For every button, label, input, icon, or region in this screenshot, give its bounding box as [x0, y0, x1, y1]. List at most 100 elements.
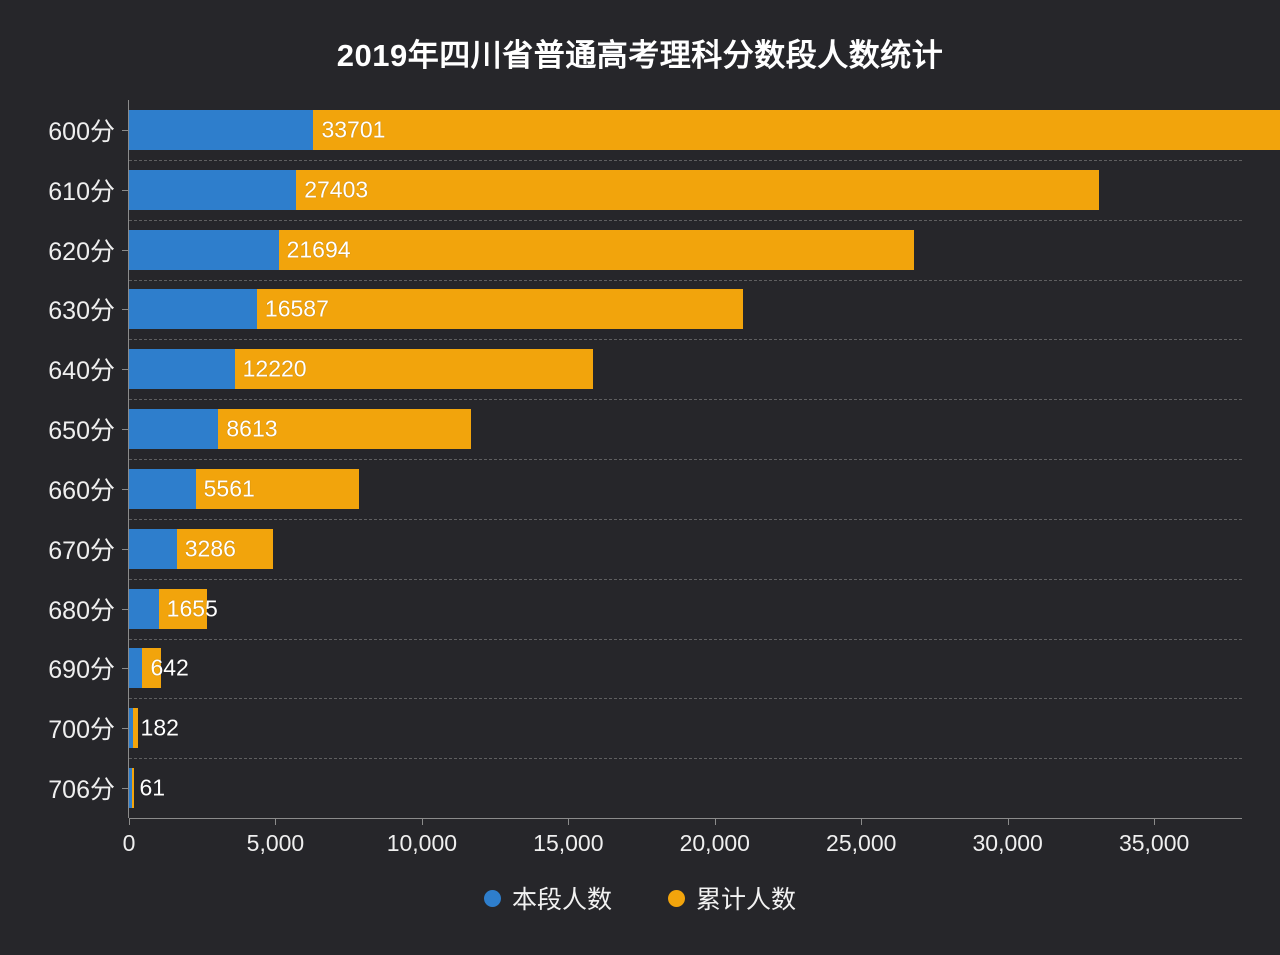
legend-label: 累计人数 — [696, 886, 797, 914]
x-axis-tick — [421, 818, 423, 825]
bar-row[interactable]: 182 — [129, 698, 1242, 758]
y-axis-label: 630分 — [48, 297, 115, 326]
bar-segment-count[interactable] — [129, 468, 196, 509]
x-axis-label: 35,000 — [1118, 830, 1190, 856]
gridline — [129, 339, 1242, 341]
gridline — [129, 518, 1242, 520]
bar-row[interactable]: 3286 — [129, 519, 1242, 579]
bar-stack[interactable] — [129, 588, 208, 629]
gridline — [129, 219, 1242, 221]
bar-cumulative-count[interactable] — [142, 648, 162, 689]
y-axis-label: 700分 — [48, 716, 115, 745]
bar-segment-count[interactable] — [129, 409, 219, 450]
bar-cumulative-count[interactable] — [132, 708, 138, 749]
bar-cumulative-count[interactable] — [278, 229, 914, 270]
bar-row[interactable]: 21694 — [129, 220, 1242, 280]
y-axis-tick — [122, 189, 129, 191]
y-axis-tick — [122, 369, 129, 371]
y-axis-tick — [122, 429, 129, 431]
bar-row[interactable]: 8613 — [129, 399, 1242, 459]
bar-cumulative-count[interactable] — [131, 768, 134, 809]
bar-cumulative-count[interactable] — [313, 109, 1280, 150]
x-axis-tick — [1154, 818, 1156, 825]
bar-segment-count[interactable] — [129, 648, 143, 689]
x-axis-tick — [1007, 818, 1009, 825]
bar-value-label: 182 — [140, 714, 179, 741]
y-axis-tick — [122, 548, 129, 550]
y-axis-label: 706分 — [48, 776, 115, 805]
y-axis-label: 610分 — [48, 177, 115, 206]
bar-cumulative-count[interactable] — [218, 409, 471, 450]
x-axis-label: 15,000 — [533, 830, 604, 856]
x-axis-label: 25,000 — [826, 830, 897, 856]
bar-segment-count[interactable] — [129, 768, 132, 809]
bar-stack[interactable] — [129, 528, 273, 569]
bar-stack[interactable] — [129, 109, 1280, 150]
y-axis-label: 680分 — [48, 596, 115, 625]
x-axis-label: 10,000 — [386, 830, 458, 856]
bar-row[interactable]: 33701 — [129, 100, 1280, 160]
bar-value-label: 61 — [139, 774, 166, 801]
bar-cumulative-count[interactable] — [176, 528, 273, 569]
bar-row[interactable]: 5561 — [129, 459, 1242, 519]
y-axis-label: 640分 — [48, 357, 115, 386]
bar-stack[interactable] — [129, 768, 134, 809]
bar-segment-count[interactable] — [129, 109, 314, 150]
bar-segment-count[interactable] — [129, 169, 297, 210]
bar-segment-count[interactable] — [129, 708, 133, 749]
bar-stack[interactable] — [129, 349, 593, 390]
bar-stack[interactable] — [129, 169, 1099, 210]
x-axis-tick — [275, 818, 277, 825]
bar-row[interactable]: 1655 — [129, 579, 1242, 639]
y-axis-label: 600分 — [48, 117, 115, 146]
bar-row[interactable]: 61 — [129, 758, 1242, 818]
bar-row[interactable]: 642 — [129, 639, 1242, 699]
legend-label: 本段人数 — [511, 886, 612, 914]
bar-stack[interactable] — [129, 648, 162, 689]
bar-segment-count[interactable] — [129, 289, 257, 330]
x-axis: 0 5,000 10,000 15,000 20,000 25,000 30,000 35,0… — [123, 818, 1242, 866]
y-axis-tick — [122, 728, 129, 730]
gridline — [129, 459, 1242, 460]
bar-segment-count[interactable] — [129, 588, 159, 629]
bar-stack[interactable] — [129, 708, 138, 749]
x-axis-tick — [129, 818, 130, 825]
y-axis: 600分 610分 620分 630分 640分 650分 660分 670分 680分 690分… — [0, 100, 129, 818]
bar-stack[interactable] — [129, 409, 471, 450]
y-axis-label: 670分 — [48, 536, 115, 565]
gridline — [129, 578, 1242, 580]
y-axis-label: 690分 — [48, 656, 115, 685]
bar-stack[interactable] — [129, 229, 914, 270]
x-axis-tick — [714, 818, 716, 825]
bar-row[interactable]: 12220 — [129, 339, 1242, 399]
chart-legend: 本段人数 累计人数 — [0, 880, 1280, 916]
bar-segment-count[interactable] — [129, 349, 235, 390]
y-axis-tick — [122, 129, 129, 131]
legend-item-segment[interactable]: 本段人数 — [483, 880, 612, 916]
y-axis-tick — [122, 788, 129, 790]
y-axis-line — [128, 100, 129, 818]
bar-segment-count[interactable] — [129, 528, 177, 569]
bar-row[interactable]: 27403 — [129, 160, 1242, 220]
y-axis-tick — [122, 488, 129, 490]
x-axis-line — [129, 818, 1242, 819]
legend-item-cumulative[interactable]: 累计人数 — [668, 880, 796, 916]
bar-row[interactable]: 16587 — [129, 280, 1242, 340]
bar-cumulative-count[interactable] — [296, 169, 1099, 210]
bar-cumulative-count[interactable] — [158, 588, 208, 629]
bar-stack[interactable] — [129, 468, 359, 509]
circle-dot-icon — [483, 889, 501, 907]
bar-cumulative-count[interactable] — [195, 468, 359, 509]
bar-cumulative-count[interactable] — [234, 349, 593, 390]
gridline — [129, 279, 1242, 281]
bar-segment-count[interactable] — [129, 229, 279, 270]
x-axis-label: 0 — [122, 830, 136, 856]
y-axis-tick — [122, 668, 129, 670]
x-axis-label: 20,000 — [679, 830, 750, 856]
bar-stack[interactable] — [129, 289, 743, 330]
x-axis-tick — [568, 818, 570, 825]
bar-cumulative-count[interactable] — [256, 289, 743, 330]
gridline — [129, 399, 1242, 401]
gridline — [129, 638, 1242, 640]
